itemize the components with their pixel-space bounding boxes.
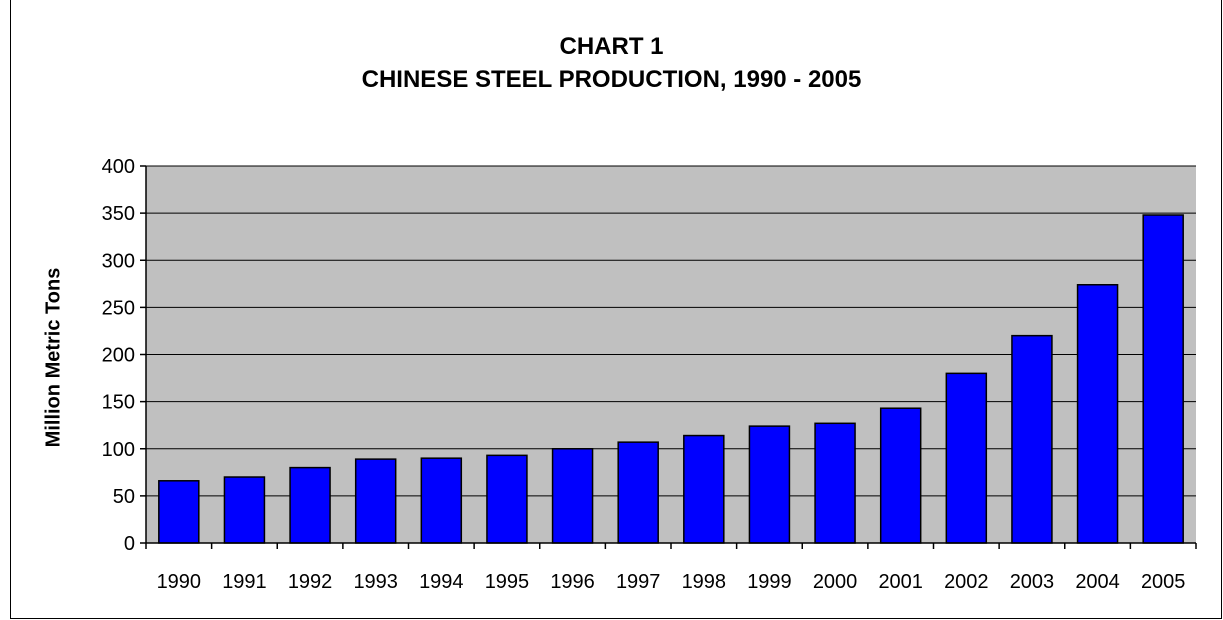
y-tick-label: 100 bbox=[102, 439, 135, 461]
bar bbox=[617, 441, 659, 544]
bar bbox=[1076, 284, 1119, 544]
bars bbox=[158, 214, 1184, 544]
bar bbox=[223, 476, 266, 544]
y-tick-label: 300 bbox=[102, 250, 135, 272]
y-tick-label: 250 bbox=[102, 297, 135, 319]
y-tick-label: 350 bbox=[102, 203, 135, 225]
x-tick-labels: 1990 1991 1992 1993 1994 1995 1996 1997 1998 1999… bbox=[157, 571, 1186, 593]
bar bbox=[879, 407, 922, 544]
y-tick-label: 400 bbox=[102, 156, 135, 178]
chart-frame bbox=[10, 0, 1222, 619]
x-tick-label: 1999 bbox=[747, 571, 792, 593]
x-tick-label: 1990 bbox=[157, 571, 202, 593]
chart-title-line2: CHINESE STEEL PRODUCTION, 1990 - 2005 bbox=[361, 66, 862, 93]
bar bbox=[683, 434, 725, 544]
x-tick-label: 1992 bbox=[288, 571, 333, 593]
bar bbox=[814, 422, 856, 544]
bar bbox=[420, 457, 463, 544]
x-tick-label: 1991 bbox=[222, 571, 267, 593]
y-tick-label: 150 bbox=[102, 392, 135, 414]
x-tick-label: 1993 bbox=[353, 571, 398, 593]
x-tick-label: 2005 bbox=[1141, 571, 1186, 593]
x-tick-label: 2003 bbox=[1010, 571, 1055, 593]
bar bbox=[748, 425, 791, 544]
bar bbox=[1142, 214, 1184, 544]
bar bbox=[945, 372, 988, 544]
bar bbox=[551, 448, 594, 544]
bar bbox=[158, 480, 200, 544]
y-tick-label: 0 bbox=[124, 533, 135, 555]
x-tick-label: 1998 bbox=[682, 571, 727, 593]
axes bbox=[140, 165, 1197, 549]
x-tick-label: 1995 bbox=[485, 571, 530, 593]
bar bbox=[1011, 334, 1053, 544]
x-tick-label: 2002 bbox=[944, 571, 989, 593]
x-tick-label: 1997 bbox=[616, 571, 661, 593]
y-tick-labels: 0 50 100 150 200 250 300 350 400 bbox=[102, 156, 135, 555]
y-axis-title: Million Metric Tons bbox=[42, 268, 64, 448]
x-tick-label: 1994 bbox=[419, 571, 464, 593]
x-tick-label: 2001 bbox=[878, 571, 923, 593]
y-tick-label: 200 bbox=[102, 345, 135, 367]
chart-title: CHART 1 CHINESE STEEL PRODUCTION, 1990 -… bbox=[0, 30, 1223, 96]
y-tick-label: 50 bbox=[113, 486, 135, 508]
chart-title-line1: CHART 1 bbox=[559, 33, 664, 60]
bar bbox=[354, 458, 397, 544]
x-tick-label: 2000 bbox=[813, 571, 858, 593]
x-tick-label: 1996 bbox=[550, 571, 595, 593]
bar bbox=[289, 466, 331, 544]
x-tick-label: 2004 bbox=[1075, 571, 1120, 593]
bar bbox=[486, 454, 528, 544]
